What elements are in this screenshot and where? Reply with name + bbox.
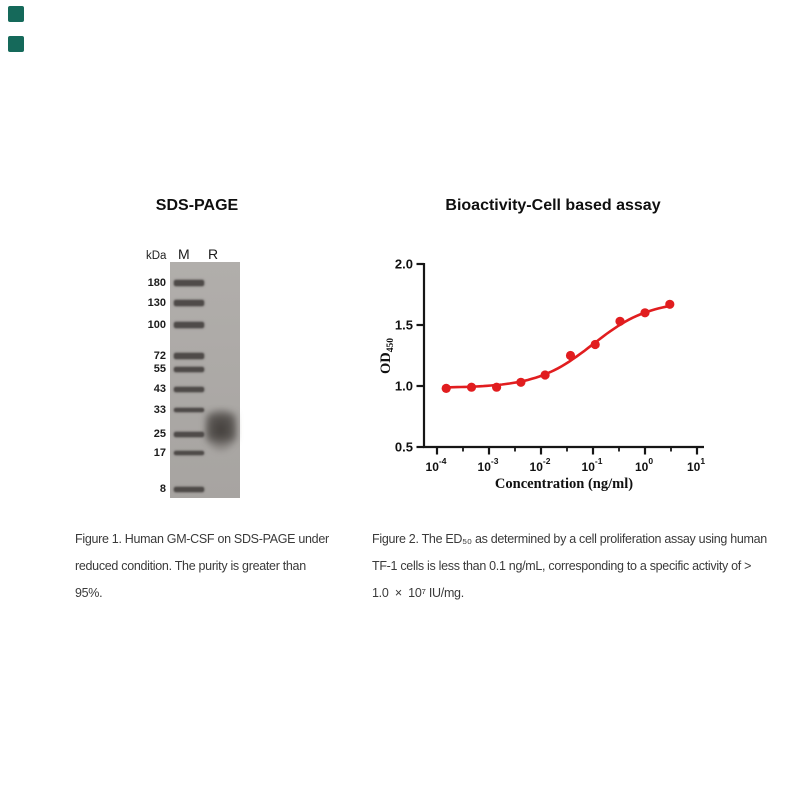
x-tick-label: 10-4 bbox=[426, 456, 447, 474]
gel-lane-label-marker: M bbox=[178, 246, 190, 262]
fit-curve bbox=[444, 304, 672, 389]
gel-kda-unit-label: kDa bbox=[146, 250, 167, 262]
x-tick-label: 10-2 bbox=[530, 456, 551, 474]
ladder-band-100 bbox=[174, 322, 204, 328]
ladder-band-8 bbox=[174, 486, 204, 492]
y-tick-label: 0.5 bbox=[395, 440, 413, 455]
data-point bbox=[665, 299, 675, 309]
ladder-band-130 bbox=[174, 300, 204, 306]
data-point bbox=[516, 377, 526, 387]
y-axis-title: OD450 bbox=[378, 338, 396, 374]
gel-lane-label-reduced: R bbox=[208, 246, 219, 262]
brand-square-icon bbox=[8, 6, 24, 22]
ladder-label-25: 25 bbox=[153, 428, 166, 440]
ladder-label-8: 8 bbox=[159, 483, 166, 495]
x-tick-label: 10-1 bbox=[582, 456, 603, 474]
ladder-label-17: 17 bbox=[153, 447, 166, 459]
data-point bbox=[615, 316, 625, 326]
data-point bbox=[466, 382, 477, 392]
ladder-label-100: 100 bbox=[147, 319, 166, 331]
figure1-caption-line: Figure 1. Human GM-CSF on SDS-PAGE under bbox=[75, 532, 329, 546]
figure1-caption-line: reduced condition. The purity is greater… bbox=[75, 559, 306, 573]
axes-line bbox=[422, 263, 704, 449]
x-tick-label: 101 bbox=[687, 456, 705, 474]
figure2-caption-line: Figure 2. The ED₅₀ as determined by a ce… bbox=[372, 532, 767, 546]
ladder-band-33 bbox=[174, 408, 204, 412]
x-tick-label: 10-3 bbox=[478, 456, 499, 474]
figure2-caption: Figure 2. The ED₅₀ as determined by a ce… bbox=[372, 526, 800, 607]
x-tick-label: 100 bbox=[635, 456, 653, 474]
y-tick-label: 1.5 bbox=[395, 318, 413, 333]
data-point bbox=[540, 370, 550, 380]
ladder-band-55 bbox=[174, 366, 204, 372]
ladder-band-180 bbox=[174, 280, 204, 286]
ladder-band-72 bbox=[174, 353, 204, 359]
ladder-labels: 180 130 100 72 55 43 33 25 17 8 bbox=[118, 262, 166, 498]
y-tick-label: 1.0 bbox=[395, 379, 413, 394]
x-axis-title: Concentration (ng/ml) bbox=[495, 476, 633, 492]
bioassay-chart: 0.5 1.0 1.5 2.0 10-4 10-3 10-2 10-1 100 101 Concen… bbox=[378, 257, 705, 493]
ladder-label-180: 180 bbox=[147, 277, 166, 289]
ladder-label-72: 72 bbox=[153, 350, 166, 362]
data-point bbox=[590, 339, 600, 350]
figure1-title: SDS-PAGE bbox=[155, 197, 239, 214]
figure1-caption-line: 95%. bbox=[75, 586, 103, 600]
figure2-caption-line: 1.0 × 10⁷ IU/mg. bbox=[372, 586, 464, 600]
figure2-title: Bioactivity-Cell based assay bbox=[445, 197, 661, 214]
data-point bbox=[441, 383, 451, 393]
ladder-label-130: 130 bbox=[147, 297, 166, 309]
gel-image bbox=[170, 262, 240, 498]
ladder-band-43 bbox=[174, 386, 204, 392]
figure2-caption-line: TF-1 cells is less than 0.1 ng/mL, corre… bbox=[372, 559, 752, 573]
ladder-label-33: 33 bbox=[153, 404, 166, 416]
sample-band-core bbox=[207, 414, 235, 440]
data-point bbox=[640, 308, 650, 318]
ladder-band-17 bbox=[174, 451, 204, 455]
ladder-label-55: 55 bbox=[153, 363, 166, 375]
ladder-band-25 bbox=[174, 431, 204, 437]
y-tick-label: 2.0 bbox=[395, 257, 413, 272]
ladder-label-43: 43 bbox=[153, 383, 166, 395]
brand-square-icon bbox=[8, 36, 24, 52]
data-point bbox=[492, 382, 502, 392]
data-point bbox=[565, 350, 576, 361]
figure1-caption: Figure 1. Human GM-CSF on SDS-PAGE under… bbox=[75, 526, 385, 607]
